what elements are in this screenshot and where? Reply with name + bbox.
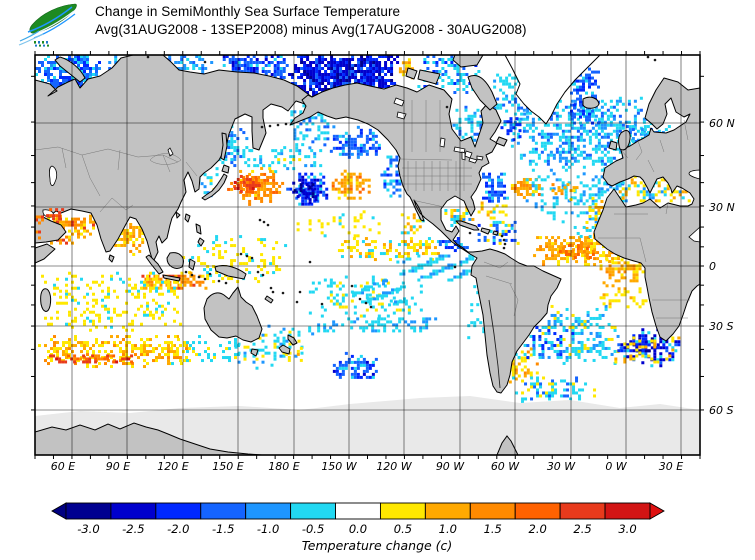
anomaly-region-spac-tropics bbox=[308, 275, 423, 318]
lat-label: 30 S bbox=[709, 320, 733, 333]
colorbar-cell bbox=[559, 502, 606, 520]
anomaly-region-labrador-cold bbox=[500, 117, 522, 142]
anomaly-region-benguela-warm bbox=[599, 281, 648, 309]
anomaly-region-gulfstream-warm-eddy bbox=[510, 177, 541, 199]
anomaly-region-indian-45s-red-streak bbox=[49, 354, 134, 364]
anomaly-region-bahamas-mix bbox=[477, 201, 508, 220]
lat-label: 60 N bbox=[709, 117, 735, 130]
colorbar-label: 1.5 bbox=[484, 522, 502, 536]
colorbar-cell bbox=[604, 502, 651, 520]
anomaly-region-kuroshio-core bbox=[233, 174, 261, 193]
colorbar-label: 1.0 bbox=[439, 522, 457, 536]
colorbar-cell bbox=[65, 502, 112, 520]
greenland bbox=[504, 55, 601, 125]
colorbar-label: 2.5 bbox=[573, 522, 591, 536]
colorbar-cell bbox=[245, 502, 292, 520]
colorbar-label: -1.0 bbox=[257, 522, 279, 536]
colorbar-label: -1.5 bbox=[212, 522, 234, 536]
anomaly-region-satl-blue-spots bbox=[526, 326, 575, 360]
anomaly-region-spac-30s-band bbox=[308, 317, 438, 336]
lon-label: 120 E bbox=[157, 460, 188, 473]
graticule bbox=[35, 55, 700, 455]
lat-label: 30 N bbox=[709, 201, 735, 214]
colorbar-cell bbox=[424, 502, 471, 520]
map-frame bbox=[34, 54, 701, 456]
lon-label: 120 W bbox=[376, 460, 412, 473]
colorbar: -3.0 -2.5 -2.0 -1.5 -1.0 -0.5 0.0 0.5 1.0 1.5 2.0 2… bbox=[51, 502, 665, 553]
logo-fine-print bbox=[34, 41, 49, 47]
anomaly-region-hawaii-speckle bbox=[296, 210, 381, 238]
lon-label: 60 E bbox=[51, 460, 75, 473]
chart-title: Change in SemiMonthly Sea Surface Temper… bbox=[95, 4, 401, 19]
lon-label: 0 W bbox=[605, 460, 627, 473]
colorbar-cell bbox=[335, 502, 381, 520]
anomaly-region-np-subarctic bbox=[244, 143, 323, 174]
anomaly-region-tropical-atl-core bbox=[558, 240, 595, 259]
anomaly-field-post bbox=[35, 208, 65, 240]
colorbar-label: -2.5 bbox=[122, 522, 144, 536]
island-dots bbox=[146, 55, 657, 309]
colorbar-caption: Temperature change (c) bbox=[302, 538, 453, 553]
colorbar-left-arrow bbox=[51, 502, 67, 520]
lon-label: 150 W bbox=[321, 460, 357, 473]
colorbar-cell bbox=[379, 502, 426, 520]
lon-label: 60 W bbox=[491, 460, 520, 473]
colorbar-label: 2.0 bbox=[529, 522, 547, 536]
anomaly-region-red-sea-warm bbox=[35, 215, 44, 240]
lon-label: 150 E bbox=[212, 460, 243, 473]
anomaly-region-spac-stripes bbox=[352, 279, 407, 307]
anomaly-region-westcoast-cold bbox=[380, 155, 405, 198]
colorbar-label: -2.0 bbox=[167, 522, 189, 536]
antarctica bbox=[35, 422, 519, 455]
anomaly-region-gulfstream-coast-cold bbox=[482, 172, 510, 203]
lon-label: 90 E bbox=[106, 460, 130, 473]
colorbar-cell bbox=[290, 502, 336, 520]
lat-label: 60 S bbox=[709, 404, 733, 417]
lon-label: 90 W bbox=[436, 460, 465, 473]
colorbar-label: -0.5 bbox=[302, 522, 324, 536]
country-borders bbox=[35, 100, 690, 389]
colorbar-cell bbox=[200, 502, 247, 520]
anomaly-region-weddell-cyan bbox=[512, 376, 597, 404]
wave-line bbox=[27, 6, 73, 33]
chart-subtitle: Avg(31AUG2008 - 13SEP2008) minus Avg(17A… bbox=[95, 21, 527, 37]
wave-tail bbox=[19, 30, 40, 42]
colorbar-right-arrow bbox=[649, 502, 665, 520]
colorbar-cell bbox=[514, 502, 561, 520]
lon-label: 180 E bbox=[268, 460, 299, 473]
colorbar-cell bbox=[110, 502, 157, 520]
lon-label: 30 E bbox=[659, 460, 683, 473]
anomaly-region-indian-tropics bbox=[41, 271, 182, 332]
anomaly-region-baja-warm bbox=[400, 213, 425, 235]
lon-label: 30 W bbox=[547, 460, 576, 473]
anomaly-region-np-cold-core bbox=[293, 183, 318, 205]
anomaly-region-east-siberian bbox=[219, 55, 289, 88]
colorbar-cell bbox=[155, 502, 202, 520]
colorbar-cell bbox=[469, 502, 516, 520]
anomaly-region-spac-south-cold bbox=[332, 351, 378, 379]
colorbar-label: 0.5 bbox=[394, 522, 412, 536]
anomaly-region-gulf-alaska-cold bbox=[329, 125, 381, 159]
sea-ice-zone bbox=[35, 396, 700, 455]
anomaly-region-pac-itcz-warm bbox=[337, 237, 440, 262]
anomaly-region-np-mid-warm bbox=[331, 169, 371, 200]
lat-label: 0 bbox=[709, 260, 716, 273]
anomaly-region-nz-east-warm bbox=[284, 346, 303, 362]
colorbar-label: 3.0 bbox=[618, 522, 636, 536]
colorbar-label: -3.0 bbox=[77, 522, 99, 536]
title-block: Change in SemiMonthly Sea Surface Temper… bbox=[95, 3, 527, 38]
leaf-wave-logo bbox=[18, 3, 77, 47]
landmasses bbox=[35, 55, 700, 394]
anomaly-region-persian-gulf-red bbox=[46, 208, 65, 221]
wave-tail bbox=[18, 33, 44, 46]
colorbar-label: 0.0 bbox=[349, 522, 367, 536]
